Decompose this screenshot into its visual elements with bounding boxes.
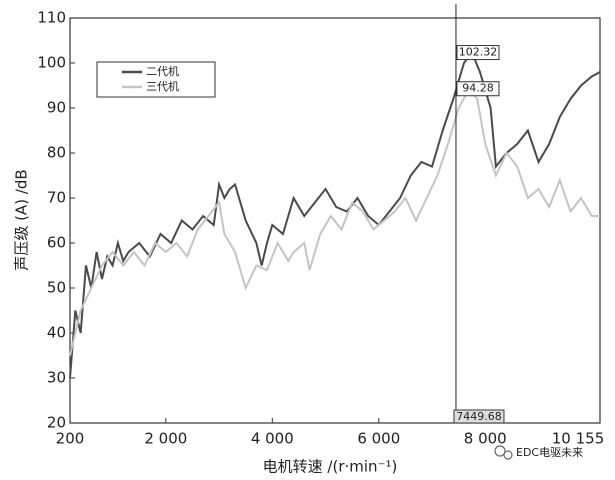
x-tick-label: 6 000 bbox=[357, 430, 400, 448]
annotation-box bbox=[456, 81, 500, 97]
watermark: EDC电驱未来 bbox=[516, 446, 583, 459]
cursor-label-box bbox=[453, 409, 505, 424]
x-tick-label: 10 155 bbox=[552, 430, 605, 448]
series-line bbox=[69, 86, 600, 356]
x-tick-label: 200 bbox=[56, 430, 85, 448]
watermark-icon bbox=[494, 445, 513, 460]
annotation: 102.32 bbox=[459, 46, 498, 59]
x-tick-label: 8 000 bbox=[464, 430, 507, 448]
legend-box bbox=[96, 61, 216, 98]
y-tick-label: 50 bbox=[47, 279, 66, 297]
y-tick-label: 20 bbox=[47, 414, 66, 432]
y-tick-label: 110 bbox=[37, 9, 66, 27]
x-tick-label: 2 000 bbox=[144, 430, 187, 448]
y-tick-label: 60 bbox=[47, 234, 66, 252]
plot-frame bbox=[69, 17, 601, 424]
y-tick-label: 100 bbox=[37, 54, 66, 72]
y-tick-label: 70 bbox=[47, 189, 66, 207]
y-tick-label: 90 bbox=[47, 99, 66, 117]
cursor-label: 7449.68 bbox=[456, 410, 502, 423]
annotation: 94.28 bbox=[462, 82, 494, 95]
x-tick-label: 4 000 bbox=[251, 430, 294, 448]
series-line bbox=[69, 50, 601, 379]
y-axis-label: 声压级 (A) /dB bbox=[13, 169, 31, 270]
annotation-box bbox=[456, 45, 500, 61]
legend-label: 二代机 bbox=[146, 64, 179, 78]
y-tick-label: 80 bbox=[47, 144, 66, 162]
y-tick-label: 30 bbox=[47, 369, 66, 387]
legend-label: 三代机 bbox=[146, 79, 179, 93]
x-axis-label: 电机转速 /(r·min⁻¹) bbox=[263, 458, 398, 476]
y-tick-label: 40 bbox=[47, 324, 66, 342]
